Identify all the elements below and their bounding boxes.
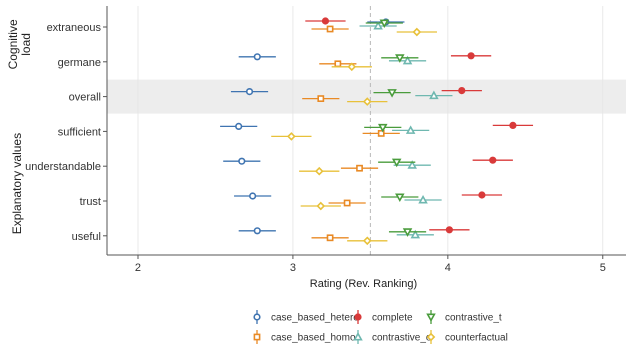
y-tick-label-sufficient: sufficient — [58, 126, 101, 138]
highlighted-row-band — [107, 79, 626, 114]
point-complete-trust — [478, 191, 486, 199]
point-complete-overall — [458, 86, 466, 95]
y-tick-label-germane: germane — [58, 57, 101, 69]
legend-item-complete: complete — [354, 310, 413, 324]
point-counterfactual-overall — [362, 97, 372, 106]
axis-layer: extraneous germane overall sufficient unders… — [6, 6, 626, 290]
point-case_based_hetero-sufficient — [235, 122, 243, 130]
point-case_based_hetero-trust — [249, 192, 257, 200]
series-case_based_hetero — [220, 18, 405, 235]
legend-label-case_based_homo: case_based_homo — [271, 333, 356, 344]
series-contrastive_t — [364, 19, 427, 237]
group-label-0: Cognitive load — [6, 19, 33, 69]
point-complete-sufficient — [509, 121, 517, 129]
point-contrastive_t-overall — [387, 89, 397, 98]
legend-swatch-marker-complete — [354, 313, 362, 321]
point-complete-understandable — [489, 156, 497, 164]
point-contrastive_t-extraneous — [379, 19, 390, 29]
legend-item-contrastive_o: contrastive_o — [353, 330, 432, 344]
point-counterfactual-extraneous — [412, 27, 422, 37]
x-axis-title: Rating (Rev. Ranking) — [310, 278, 417, 290]
point-contrastive_o-germane — [402, 55, 413, 65]
point-contrastive_o-overall — [429, 90, 439, 100]
point-counterfactual-germane — [347, 62, 357, 72]
point-case_based_hetero-understandable — [238, 157, 246, 165]
legend-swatch-marker-case_based_hetero — [253, 313, 261, 321]
legend-label-contrastive_o: contrastive_o — [372, 333, 432, 344]
point-contrastive_o-understandable — [407, 160, 417, 169]
series-contrastive_o — [359, 20, 453, 239]
point-contrastive_t-germane — [395, 54, 405, 63]
point-counterfactual-understandable — [314, 166, 324, 176]
x-tick-label-5: 5 — [600, 262, 606, 274]
legend-label-counterfactual: counterfactual — [445, 333, 508, 344]
x-tick-label-2: 2 — [135, 262, 141, 274]
point-case_based_hetero-germane — [253, 53, 261, 61]
point-contrastive_o-trust — [418, 194, 428, 204]
legend-swatch-marker-case_based_homo — [253, 333, 261, 341]
legend-item-counterfactual: counterfactual — [426, 330, 508, 344]
y-tick-label-understandable: understandable — [25, 161, 101, 173]
x-tick-label-3: 3 — [290, 262, 296, 274]
point-complete-germane — [467, 52, 475, 60]
y-tick-label-useful: useful — [72, 231, 101, 243]
point-contrastive_o-sufficient — [405, 125, 416, 134]
y-tick-label-extraneous: extraneous — [47, 22, 102, 34]
group-label-text-1: Explanatory values — [10, 133, 24, 234]
point-contrastive_t-useful — [402, 228, 413, 237]
series-counterfactual — [271, 27, 437, 246]
point-counterfactual-trust — [316, 201, 326, 211]
point-case_based_homo-extraneous — [326, 25, 334, 33]
legend-swatch-marker-contrastive_t — [426, 313, 436, 323]
point-case_based_homo-sufficient — [377, 130, 385, 137]
point-case_based_homo-trust — [343, 199, 351, 207]
data-layer — [220, 17, 534, 246]
point-case_based_homo-overall — [317, 95, 325, 102]
point-case_based_homo-germane — [334, 60, 342, 68]
group-label-1: Explanatory values — [10, 133, 24, 234]
point-contrastive_t-trust — [395, 193, 405, 203]
point-counterfactual-useful — [362, 236, 372, 246]
legend-label-contrastive_t: contrastive_t — [445, 313, 502, 324]
point-complete-extraneous — [321, 17, 330, 25]
gridline-layer — [137, 6, 604, 255]
legend-item-case_based_hetero: case_based_hetero — [253, 310, 359, 324]
y-tick-label-trust: trust — [80, 196, 101, 208]
point-complete-useful — [445, 226, 453, 234]
legend-label-complete: complete — [372, 313, 413, 324]
group-label-line-1: Cognitive — [6, 19, 20, 69]
point-case_based_homo-understandable — [356, 164, 363, 172]
series-case_based_homo — [302, 25, 400, 242]
point-case_based_hetero-useful — [253, 227, 261, 235]
legend-swatch-marker-contrastive_o — [353, 331, 363, 341]
point-case_based_hetero-overall — [245, 87, 254, 96]
legend-label-case_based_hetero: case_based_hetero — [271, 313, 359, 324]
legend: case_based_hetero case_based_homo complete… — [253, 310, 508, 344]
legend-item-contrastive_t: contrastive_t — [426, 310, 502, 324]
point-contrastive_o-useful — [410, 229, 421, 239]
x-tick-label-4: 4 — [445, 262, 451, 274]
y-tick-label-overall: overall — [69, 92, 101, 104]
point-contrastive_t-sufficient — [378, 123, 388, 133]
point-case_based_homo-useful — [326, 234, 334, 242]
legend-item-case_based_homo: case_based_homo — [253, 330, 356, 344]
point-counterfactual-sufficient — [287, 132, 296, 141]
point-contrastive_o-extraneous — [373, 20, 383, 30]
plot-background-layer — [107, 79, 626, 114]
point-contrastive_t-understandable — [391, 158, 402, 168]
series-complete — [305, 17, 534, 234]
legend-swatch-marker-counterfactual — [426, 332, 436, 342]
group-label-line-2: load — [19, 33, 33, 56]
